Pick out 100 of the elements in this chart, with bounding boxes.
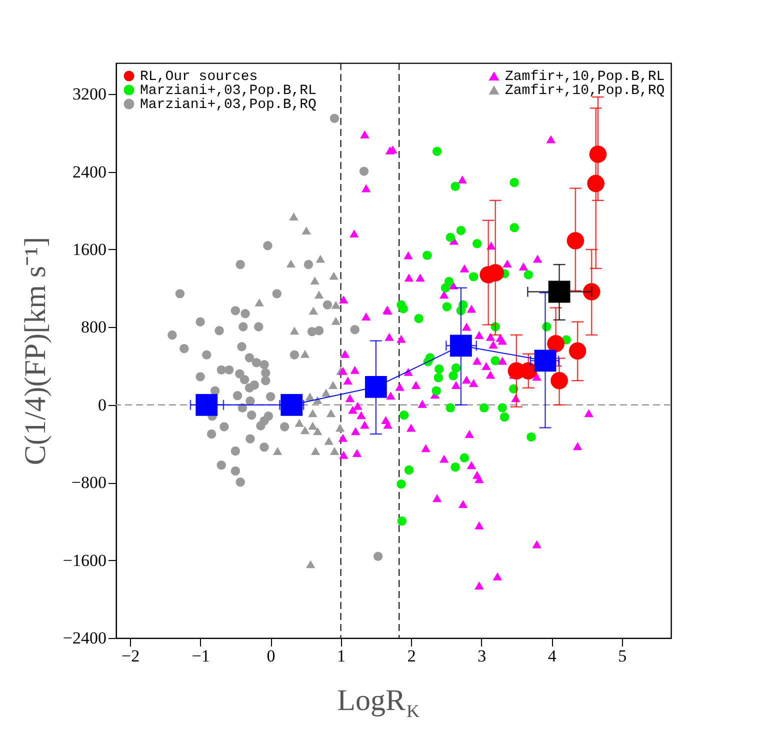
point (446, 232, 456, 242)
point (308, 409, 318, 418)
point (414, 314, 424, 324)
point (290, 350, 300, 360)
y-tick-label: 800 (81, 318, 106, 337)
point (350, 325, 360, 334)
point (240, 308, 250, 318)
point (534, 350, 556, 372)
point (490, 356, 500, 366)
point (472, 239, 482, 248)
point (500, 412, 510, 422)
point (175, 289, 185, 298)
x-tick-label: −1 (192, 646, 210, 666)
point (510, 178, 519, 188)
point (272, 447, 282, 456)
y-tick-label: −800 (71, 473, 106, 492)
point (310, 447, 320, 456)
point (314, 326, 324, 336)
point (582, 283, 600, 300)
point (314, 290, 324, 299)
point (196, 372, 205, 382)
point (230, 446, 240, 456)
point (547, 335, 564, 352)
legend-label: RL,Our sources (140, 69, 258, 85)
point (216, 460, 226, 470)
point (196, 317, 205, 326)
point (246, 434, 255, 444)
point (305, 392, 315, 401)
point (498, 403, 507, 412)
point (316, 254, 326, 263)
x-tick-label: 5 (618, 646, 627, 666)
point (236, 260, 245, 270)
point (359, 166, 369, 176)
point (230, 306, 240, 316)
point (304, 260, 314, 270)
point (300, 350, 310, 358)
point (450, 182, 460, 191)
point (398, 304, 408, 314)
point (216, 365, 226, 375)
point (434, 373, 444, 382)
point (364, 376, 387, 398)
point (330, 447, 340, 456)
point (324, 436, 334, 445)
y-axis-title: C(1/4)(FP)[km s⁻¹] (18, 236, 52, 466)
point (302, 226, 311, 235)
y-tick-label: 0 (98, 395, 106, 414)
point (260, 360, 269, 370)
point (336, 424, 345, 432)
point (548, 280, 570, 303)
point (210, 386, 220, 396)
point (456, 226, 466, 236)
point (322, 300, 332, 310)
point (524, 270, 533, 280)
legend-label: Zamfir+,10,Pop.B,RL (505, 69, 665, 85)
legend-label: Zamfir+,10,Pop.B,RQ (505, 83, 665, 99)
point (256, 421, 266, 430)
point (331, 316, 340, 325)
point (321, 388, 331, 397)
legend-label: Marziani+,03,Pop.B,RL (140, 83, 316, 99)
point (526, 432, 536, 442)
y-tick-label: −2400 (62, 628, 106, 648)
point (568, 342, 586, 360)
point (373, 552, 383, 562)
point (261, 376, 270, 386)
point (290, 326, 300, 335)
point (326, 409, 336, 418)
point (286, 260, 296, 268)
point (468, 272, 478, 282)
point (446, 403, 456, 412)
x-tick-label: 2 (407, 646, 416, 666)
point (206, 429, 216, 439)
point (168, 330, 177, 340)
point (330, 114, 340, 123)
point (220, 422, 229, 432)
y-tick-label: 1600 (72, 240, 106, 259)
point (294, 418, 304, 427)
point (237, 342, 246, 352)
point (308, 306, 318, 315)
x-tick-label: 4 (548, 646, 557, 666)
point (252, 358, 262, 368)
point (566, 232, 584, 250)
point (244, 383, 254, 392)
point (480, 403, 489, 412)
point (440, 283, 450, 292)
point (230, 466, 240, 476)
point (261, 368, 270, 378)
point (260, 442, 269, 452)
point (246, 396, 255, 406)
point (450, 334, 472, 357)
point (460, 453, 470, 462)
point (589, 146, 607, 163)
point (313, 427, 322, 436)
point (238, 322, 248, 332)
point (254, 298, 264, 306)
point (404, 465, 414, 475)
point (510, 223, 519, 232)
point (180, 344, 189, 354)
point (214, 326, 224, 336)
point (244, 353, 254, 362)
point (310, 276, 320, 285)
